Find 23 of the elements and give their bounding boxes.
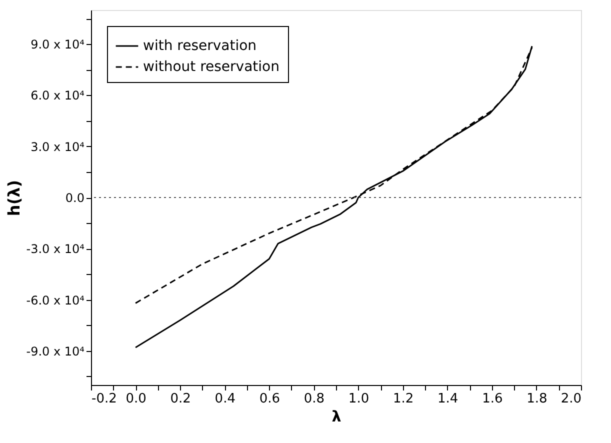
y-tick-label: 9.0 x 10⁴	[30, 38, 85, 52]
legend-label: without reservation	[143, 59, 280, 75]
x-tick-label: 0.6	[259, 392, 280, 406]
x-tick-label: -0.2	[92, 392, 117, 406]
x-tick-label: 2.0	[560, 392, 582, 406]
x-tick-label: 1.4	[438, 392, 458, 406]
x-tick-label: 1.0	[348, 392, 370, 406]
y-tick-label: 3.0 x 10⁴	[30, 140, 85, 154]
legend-label: with reservation	[143, 38, 257, 54]
y-tick-label: -3.0 x 10⁴	[26, 242, 85, 256]
x-axis-title: λ	[332, 408, 342, 426]
x-tick-label: 1.8	[526, 392, 548, 406]
x-tick-label: 0.2	[170, 392, 191, 406]
x-tick-label: 0.0	[126, 392, 146, 406]
x-tick-label: 0.8	[304, 392, 325, 406]
y-axis-title: h(λ)	[4, 180, 24, 216]
x-tick-label: 1.6	[482, 392, 503, 406]
x-tick-label: 0.4	[214, 392, 236, 406]
y-tick-label: 0.0	[65, 191, 84, 205]
y-tick-label: 6.0 x 10⁴	[30, 88, 85, 103]
y-tick-label: -9.0 x 10⁴	[26, 344, 85, 358]
y-tick-label: -6.0 x 10⁴	[26, 293, 85, 308]
x-tick-label: 1.2	[392, 392, 414, 406]
